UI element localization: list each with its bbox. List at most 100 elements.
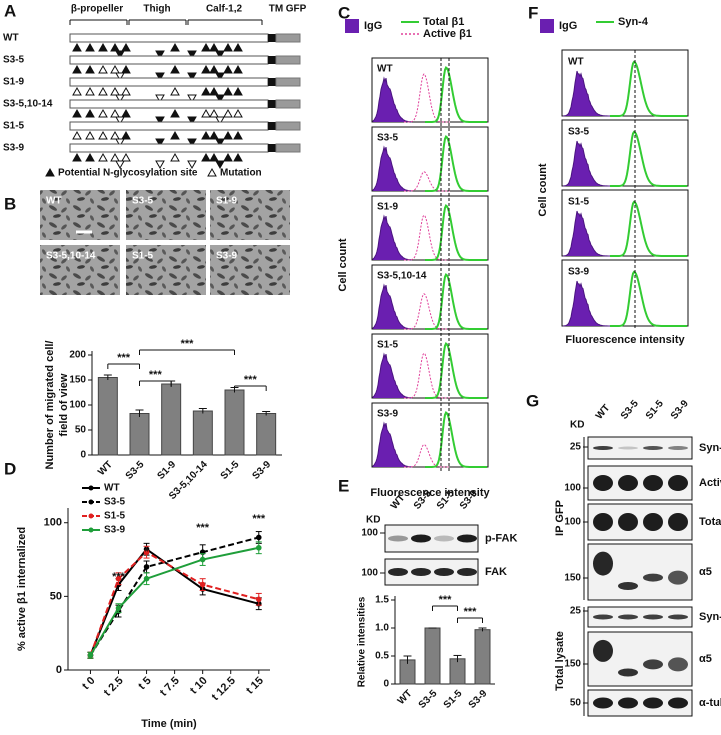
blot-label: α-tubulin bbox=[699, 697, 721, 709]
micrograph bbox=[210, 245, 290, 295]
igg-histogram bbox=[372, 145, 413, 192]
x-tick-label: t 2.5 bbox=[102, 675, 126, 699]
integrin-bar bbox=[69, 77, 269, 87]
glycosylation-site bbox=[233, 130, 243, 140]
band bbox=[618, 697, 638, 709]
mutation-site bbox=[170, 152, 180, 162]
lane-label: S3-9 bbox=[669, 398, 691, 422]
band bbox=[593, 697, 613, 709]
x-tick-label: t 10 bbox=[188, 675, 210, 697]
y-tick-label: 0.5 bbox=[375, 651, 389, 662]
point bbox=[115, 575, 122, 582]
active-histogram bbox=[404, 73, 450, 123]
mw-marker: 150 bbox=[564, 659, 581, 670]
band bbox=[457, 568, 477, 576]
band bbox=[643, 697, 663, 709]
glycosylation-site bbox=[121, 108, 131, 118]
glycosylation-site bbox=[121, 130, 131, 140]
x-tick-label: S1-5 bbox=[219, 459, 242, 482]
glycosylation-site bbox=[85, 64, 95, 74]
y-tick-label: 100 bbox=[44, 517, 62, 529]
lane-label: S3-5 bbox=[619, 398, 641, 422]
y-axis-label: Relative intensities bbox=[357, 596, 368, 687]
glycosylation-site bbox=[85, 152, 95, 162]
tm-domain bbox=[268, 144, 276, 152]
band bbox=[593, 513, 613, 531]
mw-marker: 150 bbox=[564, 573, 581, 584]
total-histogram bbox=[425, 135, 487, 192]
unit-label: KD bbox=[570, 420, 584, 431]
band bbox=[643, 475, 663, 491]
x-tick-label: S3-9 bbox=[467, 688, 490, 711]
tm-domain bbox=[268, 100, 276, 108]
y-tick-label: 200 bbox=[69, 350, 86, 361]
band bbox=[593, 639, 613, 662]
igg-histogram bbox=[562, 280, 610, 327]
sample-label: S1-5 bbox=[377, 340, 399, 351]
sample-label: S1-5 bbox=[568, 197, 590, 208]
glycosylation-site bbox=[209, 130, 219, 140]
legend-swatch bbox=[540, 19, 554, 33]
mutation-site bbox=[115, 94, 125, 104]
glycosylation-site bbox=[223, 86, 233, 96]
igg-histogram bbox=[372, 76, 413, 123]
x-tick-label: t 7.5 bbox=[158, 675, 182, 699]
mutation-site bbox=[85, 130, 95, 140]
x-tick-label: S1-5 bbox=[442, 688, 465, 711]
mutation-site bbox=[98, 108, 108, 118]
active-histogram bbox=[404, 293, 450, 330]
image-label: S3-5 bbox=[132, 196, 154, 207]
mutation-site bbox=[155, 160, 165, 170]
mutation-site bbox=[115, 138, 125, 148]
glycosylation-site bbox=[170, 108, 180, 118]
domain-label: Thigh bbox=[143, 4, 170, 15]
band bbox=[643, 573, 663, 582]
sample-label: S3-5,10-14 bbox=[377, 271, 427, 282]
band bbox=[643, 446, 663, 450]
legend-label: Potential N-glycosylation site bbox=[58, 168, 198, 179]
integrin-bar bbox=[69, 33, 269, 43]
x-tick-label: t 15 bbox=[244, 675, 266, 697]
group-label: IP GFP bbox=[554, 500, 566, 536]
construct-name: S3-9 bbox=[3, 143, 25, 154]
group-label: Total lysate bbox=[554, 631, 566, 691]
blot-label: Syn-4 bbox=[699, 611, 721, 623]
blot-label: p-FAK bbox=[485, 532, 517, 544]
construct-name: S1-5 bbox=[3, 121, 25, 132]
micrograph bbox=[126, 245, 206, 295]
glycosylation-site bbox=[215, 138, 225, 148]
bar bbox=[97, 377, 118, 456]
y-tick-label: 1.0 bbox=[375, 623, 389, 634]
y-tick-label: 0 bbox=[383, 679, 389, 690]
bar bbox=[192, 410, 213, 456]
band bbox=[643, 659, 663, 670]
integrin-bar bbox=[69, 55, 269, 65]
mw-marker: 100 bbox=[564, 517, 581, 528]
total-histogram bbox=[425, 204, 487, 261]
legend-swatch bbox=[345, 19, 359, 33]
legend-marker bbox=[88, 513, 94, 519]
legend-label: Total β1 bbox=[423, 16, 464, 28]
panel-letter: D bbox=[4, 459, 16, 478]
band bbox=[643, 513, 663, 531]
mutation-site bbox=[209, 108, 219, 118]
point bbox=[87, 652, 94, 659]
band bbox=[457, 534, 477, 543]
glycosylation-site bbox=[155, 72, 165, 82]
x-tick-label: WT bbox=[396, 688, 415, 707]
significance: *** bbox=[117, 352, 131, 364]
blot-label: α5 bbox=[699, 566, 712, 578]
legend-glyph bbox=[45, 167, 55, 177]
glycosylation-site bbox=[155, 138, 165, 148]
point bbox=[255, 596, 262, 603]
panel-letter: B bbox=[4, 194, 16, 213]
mutation-site bbox=[98, 86, 108, 96]
integrin-bar bbox=[69, 121, 269, 131]
bar bbox=[224, 389, 245, 456]
glycosylation-site bbox=[215, 94, 225, 104]
blot-frame bbox=[587, 606, 693, 628]
mw-marker: 25 bbox=[570, 442, 582, 453]
mutation-site bbox=[115, 160, 125, 170]
sample-label: S3-9 bbox=[377, 409, 399, 420]
